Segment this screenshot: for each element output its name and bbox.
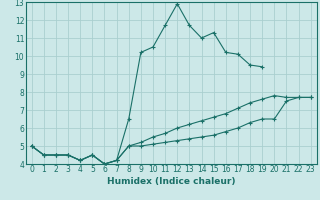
X-axis label: Humidex (Indice chaleur): Humidex (Indice chaleur) bbox=[107, 177, 236, 186]
